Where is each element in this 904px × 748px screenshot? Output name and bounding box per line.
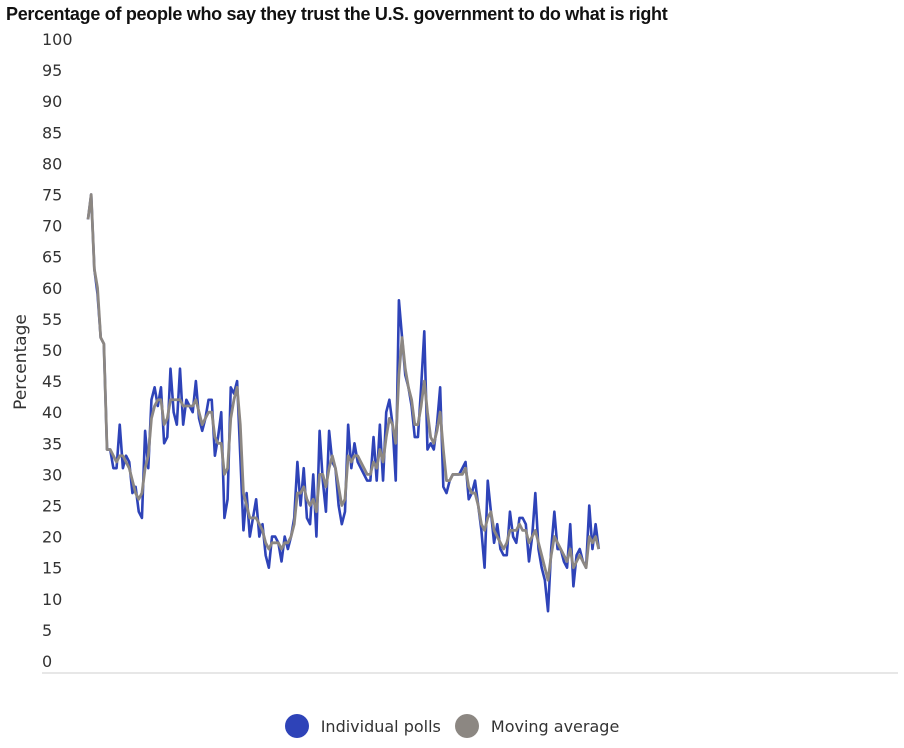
y-tick-label-95: 95 xyxy=(42,61,62,80)
y-tick-label-85: 85 xyxy=(42,123,62,142)
legend-label-moving-average: Moving average xyxy=(490,716,620,736)
y-tick-label-80: 80 xyxy=(42,154,62,173)
y-axis-ticks: 0 5 10 15 20 25 30 35 40 45 50 55 60 65 70 75 80 85 90 95 10… xyxy=(42,30,73,671)
y-tick-label-90: 90 xyxy=(42,92,62,111)
legend-item-moving-average: Moving average xyxy=(454,714,620,738)
y-tick-label-5: 5 xyxy=(42,621,52,640)
y-tick-label-75: 75 xyxy=(42,186,62,205)
legend-swatch-moving-average xyxy=(454,714,479,738)
y-tick-label-20: 20 xyxy=(42,528,62,547)
y-tick-label-25: 25 xyxy=(42,497,62,516)
series-line-individual-polls xyxy=(86,193,601,613)
series-group xyxy=(86,193,601,613)
legend-item-individual-polls: Individual polls xyxy=(284,714,441,738)
y-tick-label-0: 0 xyxy=(42,652,52,671)
y-tick-label-50: 50 xyxy=(42,341,62,360)
y-tick-label-40: 40 xyxy=(42,403,62,422)
legend-swatch-individual-polls xyxy=(284,714,309,738)
chart-title: Percentage of people who say they trust … xyxy=(6,4,668,24)
y-tick-label-10: 10 xyxy=(42,590,62,609)
legend-label-individual-polls: Individual polls xyxy=(320,716,441,736)
y-tick-label-65: 65 xyxy=(42,248,62,267)
series-line-moving-average xyxy=(86,193,601,582)
y-tick-label-100: 100 xyxy=(42,30,73,49)
legend: Individual polls Moving average xyxy=(0,714,904,738)
y-tick-label-30: 30 xyxy=(42,465,62,484)
y-tick-label-15: 15 xyxy=(42,559,62,578)
y-tick-label-70: 70 xyxy=(42,217,62,236)
y-tick-label-35: 35 xyxy=(42,434,62,453)
y-tick-label-55: 55 xyxy=(42,310,62,329)
y-tick-label-60: 60 xyxy=(42,279,62,298)
y-tick-label-45: 45 xyxy=(42,372,62,391)
y-axis-label: Percentage xyxy=(11,314,31,410)
